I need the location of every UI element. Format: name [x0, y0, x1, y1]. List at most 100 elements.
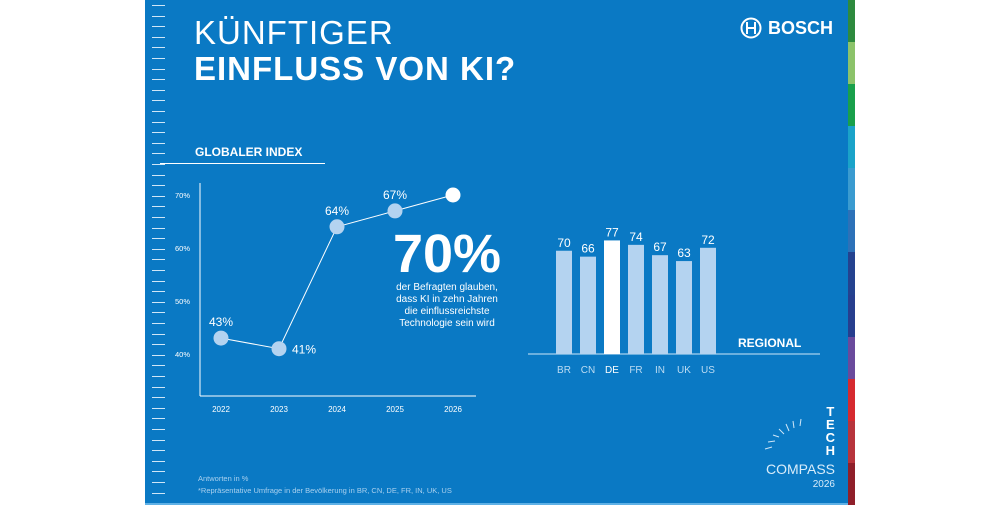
ruler-tick — [152, 132, 165, 134]
ruler-tick — [152, 323, 165, 324]
ruler-tick — [152, 397, 165, 399]
ruler-tick — [152, 312, 165, 314]
ruler-tick — [152, 333, 165, 335]
footnote-units: Antworten in % — [198, 474, 249, 483]
tech-letter: C — [825, 430, 835, 445]
bar-value-label: 77 — [605, 225, 619, 239]
y-tick-label: 40% — [175, 350, 190, 359]
strip-segment — [848, 210, 855, 253]
x-tick-label: 2024 — [328, 405, 346, 414]
ruler-tick — [152, 492, 165, 494]
compass-year: 2026 — [812, 479, 835, 490]
ruler-tick — [152, 344, 165, 346]
ruler-tick — [152, 354, 165, 356]
headline-line: Technologie sein wird — [399, 318, 495, 329]
ruler-tick — [152, 482, 165, 483]
ruler-tick — [152, 36, 165, 38]
ruler-tick — [152, 301, 165, 303]
bar-chart-title: REGIONAL — [738, 336, 802, 350]
ruler-tick — [152, 217, 165, 218]
strip-segment — [848, 84, 855, 127]
ruler-tick — [152, 174, 165, 176]
strip-segment — [848, 126, 855, 169]
data-label: 67% — [383, 188, 407, 202]
ruler-tick — [152, 100, 165, 102]
category-label: DE — [605, 365, 619, 376]
tech-letter: E — [825, 417, 835, 432]
brand-name: BOSCH — [768, 17, 834, 38]
data-point — [271, 341, 287, 357]
ruler-tick — [152, 238, 165, 240]
strip-segment — [848, 42, 855, 85]
bar-value-label: 74 — [629, 230, 643, 244]
ruler-tick — [152, 259, 165, 261]
ruler-tick — [152, 471, 165, 473]
ruler-tick — [152, 142, 165, 144]
ruler-tick — [152, 460, 165, 462]
strip-segment — [848, 378, 855, 421]
tech-compass-logo: T E C H COMPASS 2026 — [760, 405, 835, 495]
ruler-tick — [152, 248, 165, 250]
data-point — [213, 330, 229, 346]
ruler-tick — [152, 58, 165, 59]
category-label: CN — [581, 365, 595, 376]
bar-value-label: 72 — [701, 233, 715, 247]
ruler-tick — [152, 270, 165, 271]
strip-segment — [848, 462, 855, 505]
bar — [580, 256, 596, 354]
data-label: 64% — [325, 204, 349, 218]
strip-segment — [848, 336, 855, 379]
compass-dial-icon — [764, 418, 802, 450]
data-label: 41% — [292, 343, 316, 357]
category-label: US — [701, 365, 715, 376]
ruler-tick — [152, 153, 165, 155]
title-line1: KÜNFTIGER — [194, 14, 394, 51]
data-point — [329, 219, 345, 235]
x-tick-label: 2022 — [212, 405, 230, 414]
y-tick-label: 50% — [175, 297, 190, 306]
x-tick-label: 2025 — [386, 405, 404, 414]
ruler-tick — [152, 227, 165, 229]
y-tick-label: 70% — [175, 191, 190, 200]
tech-letter: H — [825, 443, 835, 458]
ruler-tick — [152, 429, 165, 430]
ruler-tick — [152, 26, 165, 28]
ruler-tick — [152, 185, 165, 187]
ruler-tick — [152, 206, 165, 208]
headline-line: dass KI in zehn Jahren — [396, 294, 498, 305]
compass-text: COMPASS — [766, 461, 835, 477]
ruler-tick — [152, 291, 165, 293]
ruler-tick — [152, 164, 165, 165]
ruler-tick — [152, 450, 165, 452]
category-label: BR — [557, 365, 571, 376]
ruler-tick — [152, 89, 165, 91]
headline-value: 70% — [392, 224, 502, 284]
ruler-tick — [152, 280, 165, 282]
strip-segment — [848, 252, 855, 295]
line-chart-title-rule — [160, 163, 325, 164]
headline-line: die einflussreichste — [404, 306, 490, 317]
bar-value-label: 66 — [581, 242, 595, 256]
ruler-tick — [152, 376, 165, 377]
ruler-tick — [152, 47, 165, 49]
strip-segment — [848, 420, 855, 463]
infographic-panel — [145, 0, 848, 505]
bar — [604, 240, 620, 354]
ruler-tick — [152, 15, 165, 17]
ruler-tick — [152, 418, 165, 420]
ruler-tick — [152, 407, 165, 409]
x-tick-label: 2023 — [270, 405, 288, 414]
category-label: IN — [655, 365, 665, 376]
ruler-tick — [152, 386, 165, 388]
data-point — [387, 203, 403, 219]
data-label: 43% — [209, 315, 233, 329]
category-label: FR — [629, 365, 642, 376]
ruler-tick — [152, 79, 165, 81]
bar-value-label: 63 — [677, 246, 691, 260]
bosch-logo: BOSCH — [740, 17, 833, 39]
footnote-survey: *Repräsentative Umfrage in der Bevölkeru… — [198, 486, 452, 495]
strip-segment — [848, 294, 855, 337]
bar — [676, 261, 692, 354]
ruler-tick — [152, 365, 165, 367]
